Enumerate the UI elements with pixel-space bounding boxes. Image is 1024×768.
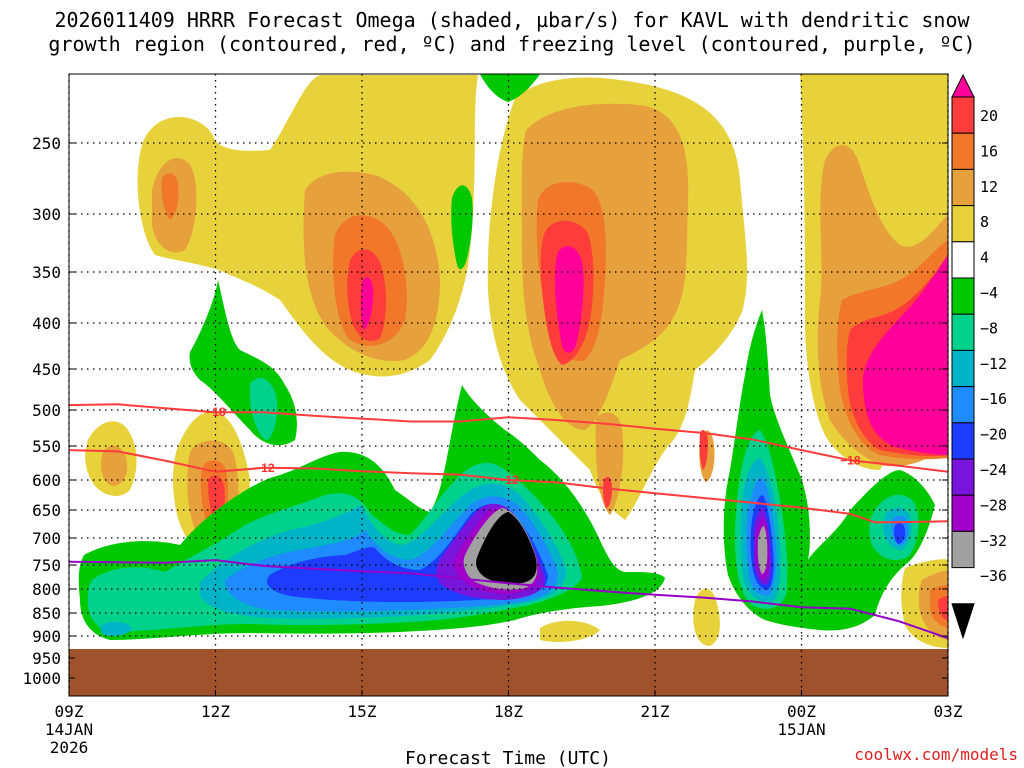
colorbar-swatch (951, 205, 975, 243)
temperature-contours: −18 −18 −12 −12 (68, 403, 949, 640)
contour-label: −18 (840, 453, 861, 467)
colorbar-label: −36 (980, 567, 1007, 585)
colorbar-label: −24 (980, 461, 1007, 479)
y-tick-label: 750 (32, 556, 61, 575)
y-tick-label: 550 (32, 437, 61, 456)
omega-fill-rise-12 (100, 621, 132, 636)
colorbar-label: 16 (980, 142, 998, 160)
credit-text: coolwx.com/models (854, 745, 1018, 764)
y-tick-label: 300 (32, 205, 61, 224)
x-tick-label: 18Z (494, 702, 523, 721)
omega-fill-sink-4 (540, 620, 600, 642)
omega-fill-sink-16 (602, 476, 612, 508)
omega-fill-sink-20 (554, 246, 584, 353)
omega-fill-sink-12 (161, 173, 179, 220)
omega-shading (69, 74, 948, 696)
plot-frame (68, 73, 949, 697)
colorbar-label: −4 (980, 284, 998, 302)
x-tick-label: 09Z (55, 702, 84, 721)
colorbar: 20 16 12 8 4 −4 −8 −12 −16 −20 −24 −28 −32 −36 (951, 73, 1007, 640)
colorbar-label: −32 (980, 532, 1007, 550)
colorbar-label: −28 (980, 496, 1007, 514)
colorbar-swatch (951, 277, 975, 315)
colorbar-label: 12 (980, 178, 998, 196)
x-tick-label: 21Z (641, 702, 670, 721)
x-tick-label: 15Z (348, 702, 377, 721)
omega-fill-rise-8 (250, 377, 278, 440)
contour-label: −18 (205, 405, 226, 419)
y-tick-label: 450 (32, 360, 61, 379)
colorbar-swatch (951, 132, 975, 170)
grid-lines (68, 74, 949, 696)
colorbar-label: −8 (980, 319, 998, 337)
colorbar-label: 20 (980, 107, 998, 125)
x-tick-date-label: 15JAN (777, 720, 825, 739)
colorbar-swatch (951, 313, 975, 351)
omega-fill-rise-36 (476, 512, 537, 584)
x-tick-label: 12Z (201, 702, 230, 721)
colorbar-swatch (951, 458, 975, 496)
colorbar-label: −20 (980, 426, 1007, 444)
colorbar-swatch (951, 96, 975, 134)
axes: 250 300 350 400 450 500 550 600 650 700 750 800 850 9… (22, 134, 962, 757)
colorbar-swatch (951, 422, 975, 460)
omega-fill-rise-20 (894, 522, 906, 544)
colorbar-label: −16 (980, 390, 1007, 408)
y-tick-label: 850 (32, 604, 61, 623)
y-tick-label: 250 (32, 134, 61, 153)
x-tick-label: 03Z (934, 702, 963, 721)
colorbar-swatch (951, 494, 975, 532)
colorbar-swatch (951, 241, 975, 279)
omega-fill-sink-16 (938, 596, 948, 620)
contour-line-0 (68, 403, 949, 473)
title-line-1: 2026011409 HRRR Forecast Omega (shaded, … (54, 8, 970, 32)
colorbar-swatch (951, 530, 975, 569)
colorbar-label: 8 (980, 213, 989, 231)
omega-fill-sink-16 (699, 430, 708, 470)
y-tick-label: 650 (32, 501, 61, 520)
colorbar-label: −12 (980, 355, 1007, 373)
omega-fill-rise-4 (480, 74, 540, 102)
y-tick-label: 1000 (22, 669, 61, 688)
y-tick-label: 400 (32, 314, 61, 333)
colorbar-swatch (951, 168, 975, 207)
colorbar-top-arrow (951, 73, 975, 98)
x-tick-label: 00Z (787, 702, 816, 721)
y-tick-label: 350 (32, 263, 61, 282)
contour-label: −12 (498, 473, 519, 487)
chart-title: 2026011409 HRRR Forecast Omega (shaded, … (0, 8, 1024, 56)
y-tick-label: 950 (32, 649, 61, 668)
colorbar-swatch (951, 349, 975, 388)
omega-fill-sink-8 (101, 445, 128, 486)
omega-fill-rise-4 (451, 185, 473, 270)
y-tick-label: 500 (32, 401, 61, 420)
y-tick-label: 800 (32, 580, 61, 599)
omega-fill-sink-20 (360, 277, 374, 330)
colorbar-swatch (951, 386, 975, 424)
contour-label: −12 (254, 461, 275, 475)
colorbar-label: 4 (980, 249, 989, 267)
x-axis-label: Forecast Time (UTC) (405, 748, 611, 768)
contour-line-2 (68, 559, 949, 640)
title-line-2: growth region (contoured, red, ºC) and f… (48, 32, 976, 56)
y-tick-label: 600 (32, 471, 61, 490)
omega-fill-sink-4 (693, 588, 720, 646)
y-tick-label: 900 (32, 627, 61, 646)
colorbar-bottom-arrow (951, 603, 975, 640)
contour-line-1 (68, 449, 949, 524)
x-tick-year-label: 2026 (50, 738, 89, 757)
omega-fill-sink-20 (863, 255, 948, 455)
y-tick-label: 700 (32, 529, 61, 548)
x-tick-date-label: 14JAN (45, 720, 93, 739)
